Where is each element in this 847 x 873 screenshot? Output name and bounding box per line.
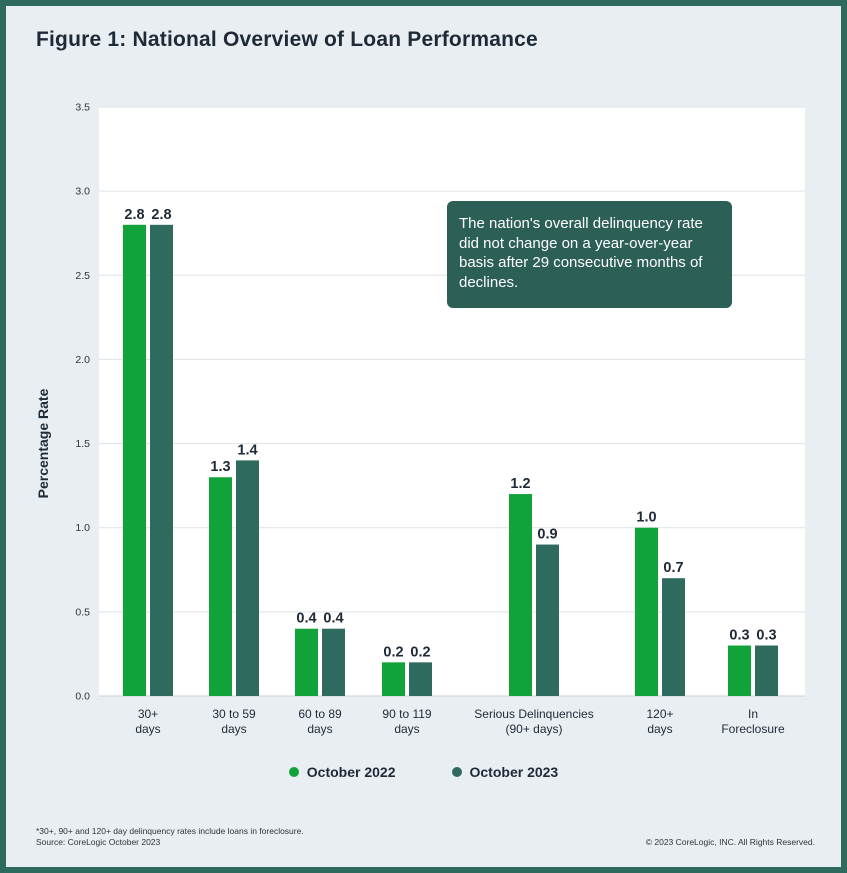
bar-value-label: 1.0 (636, 510, 656, 526)
x-category-label: days (647, 722, 672, 736)
bar-value-label: 1.2 (510, 476, 530, 492)
bar-value-label: 0.4 (296, 611, 316, 627)
bar-value-label: 0.2 (383, 644, 403, 660)
bar (382, 662, 405, 696)
y-axis-label: Percentage Rate (35, 388, 51, 498)
bar (150, 224, 173, 697)
bar (209, 477, 232, 696)
bar-value-label: 0.2 (410, 644, 430, 660)
chart-title: Figure 1: National Overview of Loan Perf… (36, 28, 538, 51)
bar-value-label: 0.9 (537, 527, 557, 543)
plot-area (99, 107, 805, 696)
x-category-label: In (748, 707, 758, 721)
chart-svg: 0.0 0.5 1.0 1.5 2.0 2.5 3.0 3.5 Percentage Rate 2… (35, 102, 805, 736)
x-category-label: days (394, 722, 419, 736)
bar-value-label: 2.8 (124, 207, 144, 223)
x-category-label: 30 to 59 (212, 707, 256, 721)
bar (755, 645, 778, 696)
legend-label-october-2022: October 2022 (306, 764, 396, 780)
y-tick-label: 0.5 (75, 606, 90, 618)
bar (662, 578, 685, 696)
bar (123, 224, 146, 697)
x-category-label: days (307, 722, 332, 736)
legend-swatch-october-2022 (288, 767, 299, 777)
x-category-label: Foreclosure (721, 722, 785, 736)
bar (295, 628, 318, 696)
x-category-label: 30+ (138, 707, 158, 721)
y-tick-label: 1.5 (75, 438, 90, 450)
x-category-label: 90 to 119 (382, 707, 431, 721)
footnote-line-1: *30+, 90+ and 120+ day delinquency rates… (36, 826, 304, 836)
footnote-line-2: Source: CoreLogic October 2023 (36, 837, 161, 847)
bar-value-label: 0.3 (756, 628, 776, 644)
x-category-label: 60 to 89 (298, 707, 342, 721)
bar (728, 645, 751, 696)
x-category-label: days (221, 722, 246, 736)
legend-label-october-2023: October 2023 (469, 764, 559, 780)
legend-item-october-2023: October 2023 (451, 764, 559, 780)
bar (509, 494, 532, 696)
x-category-label: 120+ (646, 707, 673, 721)
chart-frame: Figure 1: National Overview of Loan Perf… (6, 6, 841, 867)
y-tick-label: 0.0 (75, 691, 90, 703)
y-tick-label: 2.5 (75, 270, 90, 282)
legend: October 2022 October 2023 (6, 764, 841, 780)
y-tick-label: 2.0 (75, 354, 90, 366)
x-category-label: days (135, 722, 160, 736)
bar (409, 662, 432, 696)
bar-value-label: 0.4 (323, 611, 343, 627)
copyright: © 2023 CoreLogic, INC. All Rights Reserv… (645, 837, 815, 847)
y-tick-label: 3.0 (75, 186, 90, 198)
x-category-label: Serious Delinquencies (474, 707, 593, 721)
legend-swatch-october-2023 (451, 767, 462, 777)
callout-box: The nation's overall delinquency rate di… (447, 201, 732, 308)
bar (236, 460, 259, 696)
bar-value-label: 0.3 (729, 628, 749, 644)
x-category-label: (90+ days) (505, 722, 562, 736)
bar (536, 544, 559, 696)
y-tick-label: 3.5 (75, 102, 90, 114)
y-tick-label: 1.0 (75, 522, 90, 534)
bar-value-label: 1.4 (237, 442, 257, 458)
footnote: *30+, 90+ and 120+ day delinquency rates… (36, 826, 304, 848)
bar-value-label: 1.3 (210, 459, 230, 475)
bar (322, 628, 345, 696)
bar-value-label: 0.7 (663, 560, 683, 576)
bar-value-label: 2.8 (151, 207, 171, 223)
bar (635, 527, 658, 696)
legend-item-october-2022: October 2022 (288, 764, 396, 780)
